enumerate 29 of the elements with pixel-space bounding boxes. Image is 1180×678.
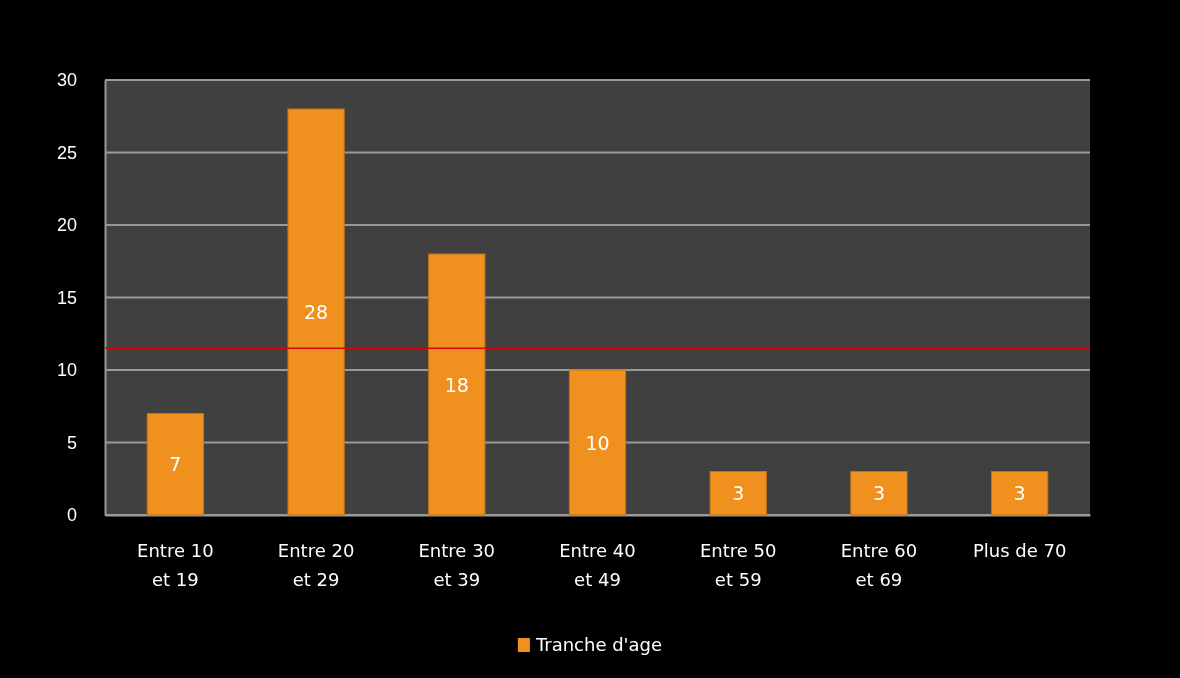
x-tick-label: Entre 40 et 49 (559, 540, 636, 590)
y-tick-label: 15 (56, 287, 77, 308)
y-tick-label: 25 (56, 142, 77, 163)
x-tick-label: Entre 10 et 19 (137, 540, 214, 590)
y-tick-label: 5 (66, 432, 77, 453)
bar (709, 471, 767, 516)
data-label: 18 (444, 373, 469, 396)
y-tick-label: 30 (56, 70, 77, 91)
x-tick-label: Entre 20 et 29 (277, 540, 355, 590)
x-tick-label: Entre 60 et 69 (840, 540, 918, 590)
bar (568, 369, 627, 516)
bar (991, 471, 1049, 516)
legend-label: Tranche d'age (534, 634, 663, 655)
data-label: 3 (732, 482, 745, 505)
y-tick-label: 10 (56, 360, 77, 381)
x-tick-label: Plus de 70 (972, 540, 1067, 561)
data-label: 3 (872, 482, 885, 505)
y-tick-label: 20 (56, 215, 77, 236)
x-tick-label: Entre 50 et 59 (699, 540, 777, 590)
data-label: 28 (303, 301, 329, 323)
data-label: 7 (169, 453, 182, 476)
x-tick-label: Entre 30 et 39 (418, 540, 496, 590)
bar (146, 413, 204, 516)
bar (428, 253, 486, 516)
data-label: 3 (1013, 482, 1026, 505)
data-label: 10 (585, 431, 610, 454)
bar (287, 108, 345, 516)
y-tick-label: 0 (66, 505, 77, 526)
bar (850, 471, 908, 516)
